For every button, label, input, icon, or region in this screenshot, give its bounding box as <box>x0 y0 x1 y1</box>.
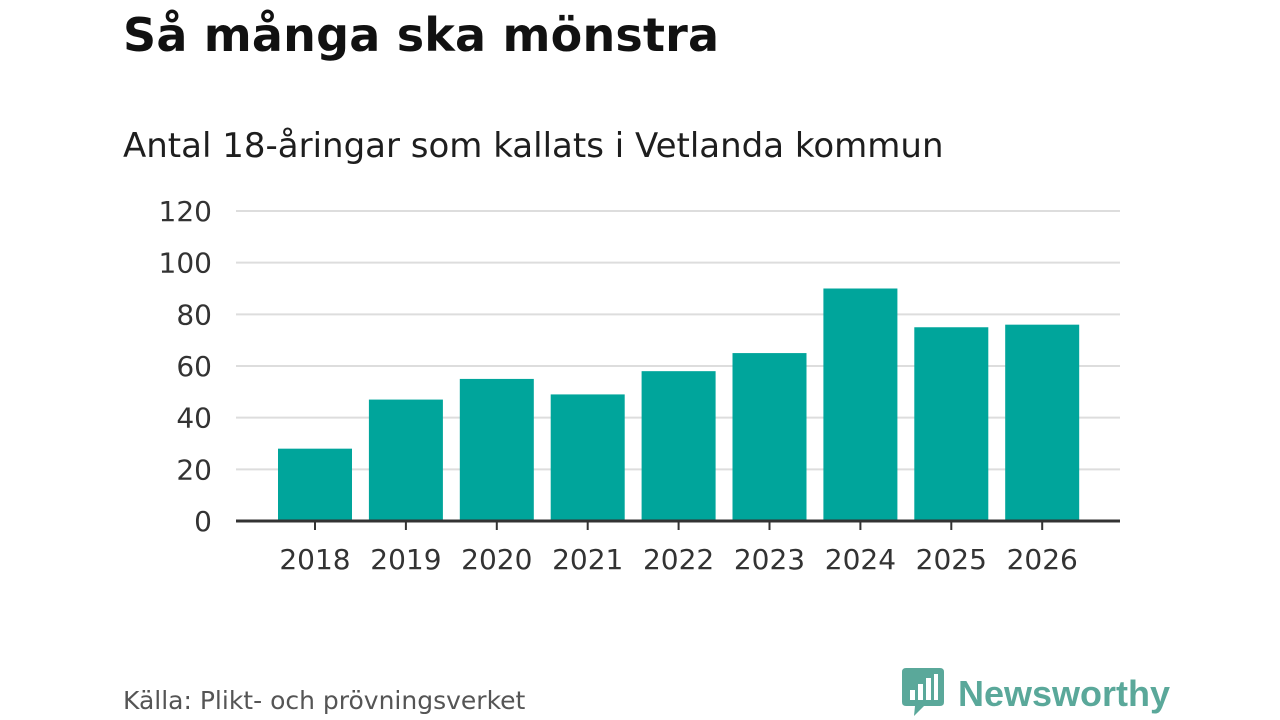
bar <box>732 353 807 521</box>
bar <box>1005 324 1080 521</box>
bar <box>823 288 898 521</box>
y-tick-label: 20 <box>176 453 212 486</box>
y-tick-label: 100 <box>159 247 212 280</box>
bar <box>459 378 534 521</box>
newsworthy-logo-icon <box>902 668 944 720</box>
x-tick-label: 2018 <box>279 543 350 576</box>
bar <box>641 371 716 521</box>
x-tick-label: 2019 <box>370 543 441 576</box>
brand-logo: Newsworthy <box>902 668 1170 720</box>
y-tick-label: 120 <box>159 195 212 228</box>
bar <box>368 399 443 521</box>
y-tick-label: 80 <box>176 298 212 331</box>
chart-title: Så många ska mönstra <box>123 8 720 62</box>
brand-name: Newsworthy <box>958 673 1171 714</box>
x-tick-label: 2021 <box>552 543 623 576</box>
x-tick-label: 2020 <box>461 543 532 576</box>
y-tick-label: 0 <box>194 505 212 538</box>
x-tick-label: 2023 <box>734 543 805 576</box>
bar <box>914 327 989 521</box>
x-tick-label: 2025 <box>916 543 987 576</box>
x-tick-label: 2024 <box>825 543 896 576</box>
chart-subtitle: Antal 18-åringar som kallats i Vetlanda … <box>123 126 944 166</box>
bar <box>278 448 352 521</box>
x-tick-label: 2022 <box>643 543 714 576</box>
bar <box>550 394 625 521</box>
source-note: Källa: Plikt- och prövningsverket <box>123 686 526 715</box>
y-tick-label: 40 <box>176 402 212 435</box>
x-tick-label: 2026 <box>1007 543 1078 576</box>
y-tick-label: 60 <box>176 350 212 383</box>
